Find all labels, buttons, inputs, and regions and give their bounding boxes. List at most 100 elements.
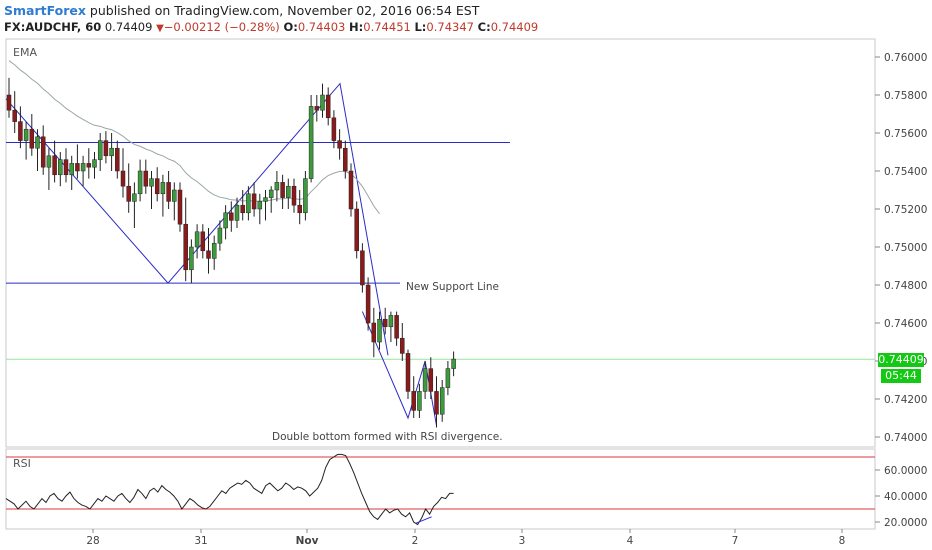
candle-body [422, 368, 428, 392]
open-value: 0.74403 [297, 20, 346, 34]
countdown-badge: 05:44 [881, 369, 921, 383]
rsi-tick-label: 60.0000 [884, 465, 927, 477]
candle-body [428, 368, 434, 392]
candle-body [303, 178, 308, 214]
last-price: 0.74409 [104, 20, 153, 34]
ema-label: EMA [13, 46, 37, 59]
candle-body [92, 159, 97, 168]
candle-body [394, 315, 399, 339]
candle-body [58, 159, 63, 176]
time-tick-label: 4 [627, 535, 634, 547]
candle-body [200, 231, 206, 252]
high-label: H: [349, 20, 364, 34]
candle-body [382, 318, 388, 328]
price-tick-label: 0.74000 [884, 432, 927, 444]
publish-line: SmartForex published on TradingView.com,… [4, 3, 479, 18]
candle-body [52, 155, 57, 176]
candle-body [405, 353, 411, 392]
candle-body [35, 136, 40, 149]
candle-body [354, 208, 359, 252]
time-tick-label: 28 [86, 535, 99, 547]
candle-body [348, 170, 354, 210]
support-line-label: New Support Line [406, 281, 499, 293]
publish-info: published on TradingView.com, November 0… [89, 3, 480, 18]
low-label: L: [414, 20, 427, 34]
time-tick-label: 2 [412, 535, 419, 547]
candle-body [268, 189, 274, 198]
time-axis[interactable]: 28 31 Nov 2 3 4 7 8 [86, 529, 845, 547]
candle-body [206, 250, 211, 259]
candle-body [400, 337, 405, 354]
candle-body [115, 147, 120, 172]
candle-body [12, 109, 17, 122]
price-tick-label: 0.74600 [884, 318, 927, 330]
candle-body [109, 147, 114, 157]
candle-body [223, 212, 228, 229]
candle-body [451, 358, 456, 369]
candle-body [23, 128, 29, 141]
last-price-badge: 0.74409 [878, 353, 924, 367]
candle-body [75, 163, 80, 172]
price-tick-label: 0.75000 [884, 242, 927, 254]
candle-body [320, 94, 325, 111]
candle-body [103, 140, 109, 157]
candle-body [217, 227, 223, 244]
candle-body [417, 391, 422, 411]
candle-body [172, 189, 177, 202]
candle-body [439, 387, 445, 415]
high-value: 0.74451 [363, 20, 411, 34]
rsi-tick-label: 40.0000 [884, 491, 927, 503]
candles [6, 77, 456, 428]
candle-body [286, 185, 291, 198]
candle-body [40, 136, 46, 168]
price-pane[interactable] [5, 38, 876, 448]
candle-body [343, 147, 348, 172]
price-tick-label: 0.75600 [884, 128, 927, 140]
author-link[interactable]: SmartForex [4, 3, 86, 18]
candle-body [360, 250, 365, 286]
rsi-pane[interactable] [5, 448, 876, 530]
price-change: −0.00212 (−0.28%) [163, 20, 280, 34]
price-axis[interactable]: 0.76000 0.75800 0.75600 0.75400 0.75200 0.750… [875, 52, 927, 444]
low-value: 0.74347 [426, 20, 474, 34]
time-tick-label: 8 [839, 535, 846, 547]
close-value: 0.74409 [490, 20, 539, 34]
rsi-line [5, 453, 454, 526]
candle-body [291, 185, 297, 206]
candle-body [388, 315, 394, 328]
rsi-label: RSI [13, 457, 31, 470]
close-label: C: [477, 20, 491, 34]
candle-body [177, 189, 183, 225]
candle-body [297, 204, 302, 214]
candle-body [365, 284, 371, 324]
candle-body [314, 106, 320, 111]
candle-body [274, 182, 280, 191]
candle-body [371, 322, 377, 343]
candle-body [6, 94, 12, 111]
price-tick-label: 0.76000 [884, 52, 927, 64]
candle-body [46, 155, 52, 168]
price-tick-label: 0.75800 [884, 90, 927, 102]
rsi-divergence-line [415, 516, 432, 524]
candle-body [240, 204, 245, 214]
candle-body [154, 178, 160, 195]
candle-body [229, 212, 234, 221]
divergence-note: Double bottom formed with RSI divergence… [272, 431, 503, 443]
candle-body [377, 318, 382, 343]
time-tick-label: 3 [519, 535, 526, 547]
candle-body [263, 197, 268, 202]
time-tick-label: 31 [194, 535, 207, 547]
candle-body [434, 391, 439, 415]
candle-body [97, 140, 103, 160]
candle-body [29, 128, 35, 149]
candle-body [183, 223, 188, 271]
candle-body [126, 185, 131, 202]
rsi-layer [5, 453, 875, 526]
candle-body [80, 163, 86, 172]
candle-body [251, 193, 257, 210]
rsi-axis[interactable]: 60.0000 40.0000 20.0000 [875, 465, 927, 529]
candle-body [280, 182, 285, 198]
symbol-label[interactable]: FX:AUDCHF, 60 [4, 20, 102, 34]
candle-body [246, 193, 251, 214]
